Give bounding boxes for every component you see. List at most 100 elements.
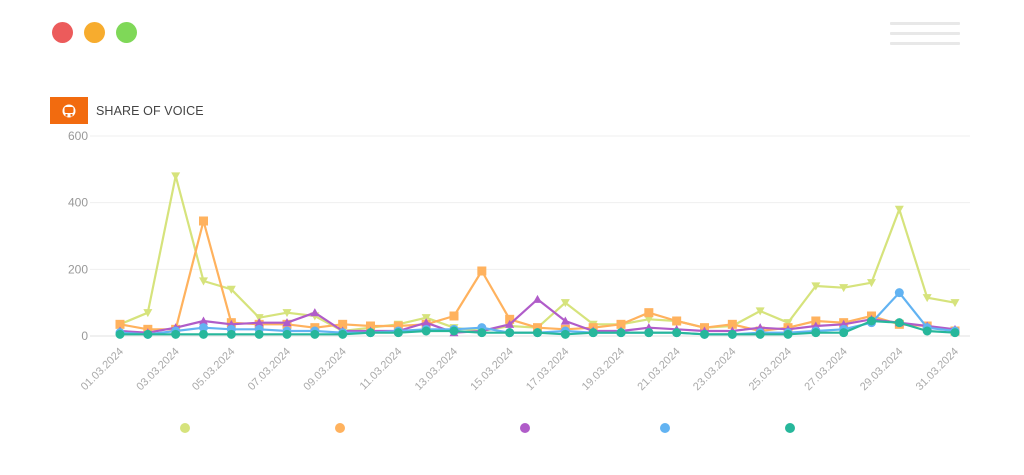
x-tick-label: 29.03.2024 (858, 346, 905, 393)
data-point[interactable] (366, 321, 375, 331)
data-point[interactable] (560, 299, 570, 308)
data-point[interactable] (755, 329, 765, 339)
data-point[interactable] (338, 319, 348, 329)
data-point[interactable] (867, 316, 876, 326)
data-point[interactable] (811, 328, 821, 338)
data-point[interactable] (727, 319, 737, 329)
y-tick-label: 600 (68, 129, 88, 143)
hamburger-menu-icon[interactable] (890, 22, 960, 52)
maximize-window-button[interactable] (116, 22, 137, 43)
data-point[interactable] (199, 323, 208, 333)
x-tick-label: 17.03.2024 (524, 346, 571, 393)
data-point[interactable] (477, 328, 487, 338)
minimize-window-button[interactable] (84, 22, 105, 43)
data-point[interactable] (115, 319, 125, 329)
data-point[interactable] (421, 326, 431, 336)
x-tick-label: 11.03.2024 (358, 346, 405, 393)
data-point[interactable] (894, 318, 904, 328)
legend-marker[interactable] (785, 423, 795, 433)
x-tick-label: 19.03.2024 (580, 346, 627, 393)
x-tick-label: 09.03.2024 (301, 346, 348, 393)
data-point[interactable] (727, 329, 737, 339)
data-point[interactable] (226, 329, 236, 339)
legend-marker[interactable] (180, 423, 190, 433)
data-point[interactable] (644, 315, 654, 324)
data-point[interactable] (894, 205, 904, 214)
data-point[interactable] (477, 266, 487, 276)
data-point[interactable] (143, 329, 153, 339)
data-point[interactable] (894, 288, 904, 298)
data-point[interactable] (560, 329, 570, 339)
data-point[interactable] (338, 329, 348, 339)
data-point[interactable] (143, 309, 153, 318)
data-point[interactable] (310, 329, 320, 339)
series-line (119, 219, 956, 333)
x-tick-label: 25.03.2024 (747, 346, 794, 393)
data-point[interactable] (199, 277, 208, 286)
data-point[interactable] (449, 311, 459, 321)
data-point[interactable] (171, 172, 181, 181)
window-controls (52, 22, 137, 43)
data-point[interactable] (171, 329, 181, 339)
data-point[interactable] (922, 326, 932, 336)
data-point[interactable] (254, 314, 264, 323)
data-point[interactable] (533, 323, 542, 333)
media-icon (50, 97, 88, 124)
data-point[interactable] (950, 299, 960, 308)
data-point[interactable] (505, 319, 515, 328)
data-point[interactable] (811, 282, 821, 291)
data-point[interactable] (282, 309, 292, 318)
data-point[interactable] (839, 284, 849, 293)
data-point[interactable] (644, 328, 654, 338)
data-point[interactable] (783, 319, 793, 328)
data-point[interactable] (199, 216, 208, 226)
data-point[interactable] (366, 328, 375, 338)
data-point[interactable] (950, 328, 960, 338)
data-point[interactable] (226, 285, 236, 294)
data-point[interactable] (560, 316, 570, 325)
data-point[interactable] (505, 314, 515, 324)
data-point[interactable] (199, 329, 208, 339)
data-point[interactable] (644, 308, 654, 318)
x-tick-label: 21.03.2024 (635, 346, 682, 393)
data-point[interactable] (254, 318, 264, 327)
data-point[interactable] (533, 294, 542, 303)
data-point[interactable] (616, 328, 626, 338)
data-point[interactable] (672, 328, 682, 338)
y-tick-label: 0 (81, 329, 88, 343)
data-point[interactable] (588, 328, 598, 338)
x-tick-label: 27.03.2024 (802, 346, 849, 393)
card-title: SHARE OF VOICE (96, 103, 204, 118)
data-point[interactable] (616, 319, 626, 329)
data-point[interactable] (672, 316, 682, 326)
data-point[interactable] (811, 316, 821, 326)
data-point[interactable] (505, 328, 515, 338)
data-point[interactable] (393, 321, 403, 331)
legend-marker[interactable] (335, 423, 345, 433)
data-point[interactable] (839, 328, 849, 338)
data-point[interactable] (282, 329, 292, 339)
data-point[interactable] (867, 279, 876, 288)
legend-marker[interactable] (520, 423, 530, 433)
data-point[interactable] (421, 314, 431, 323)
data-point[interactable] (533, 328, 542, 338)
x-tick-label: 01.03.2024 (79, 346, 126, 393)
data-point[interactable] (393, 328, 403, 338)
data-point[interactable] (755, 307, 765, 316)
data-point[interactable] (310, 308, 320, 317)
data-point[interactable] (199, 316, 208, 325)
close-window-button[interactable] (52, 22, 73, 43)
y-tick-label: 400 (68, 196, 88, 210)
data-point[interactable] (115, 329, 125, 339)
legend-marker[interactable] (660, 423, 670, 433)
data-point[interactable] (421, 318, 431, 327)
x-tick-label: 03.03.2024 (134, 346, 181, 393)
x-tick-label: 15.03.2024 (468, 346, 515, 393)
data-point[interactable] (282, 318, 292, 327)
data-point[interactable] (700, 329, 709, 339)
data-point[interactable] (922, 294, 932, 303)
data-point[interactable] (254, 329, 264, 339)
data-point[interactable] (783, 329, 793, 339)
data-point[interactable] (449, 326, 459, 336)
card-header: SHARE OF VOICE (50, 97, 204, 124)
